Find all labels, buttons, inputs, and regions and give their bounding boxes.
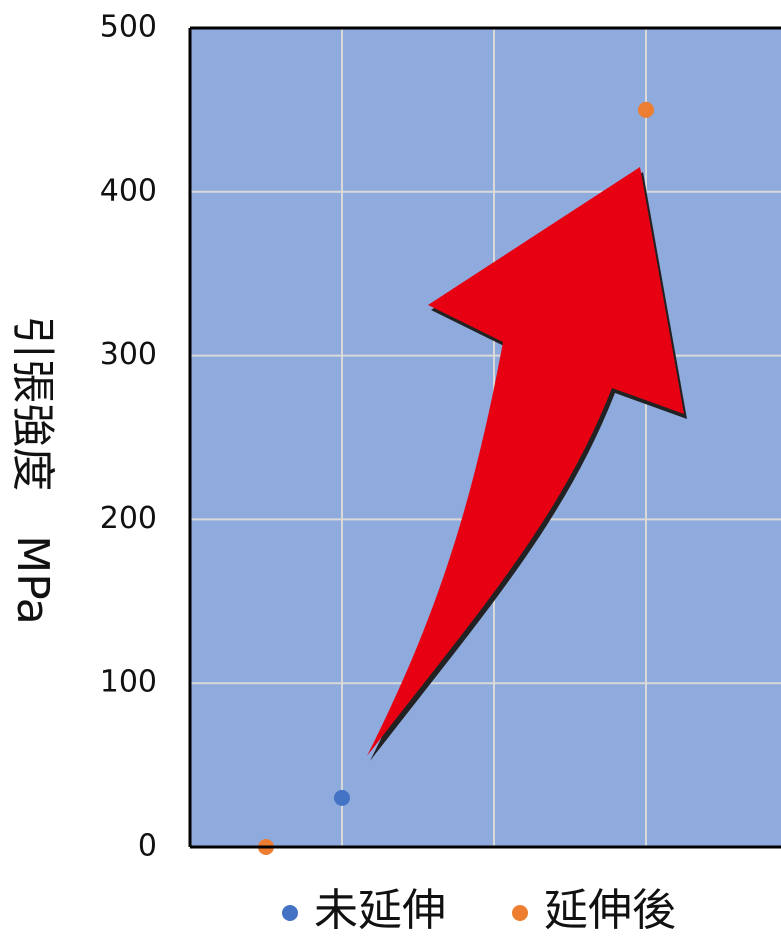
y-tick-label: 500 — [100, 10, 157, 45]
legend-label: 未延伸 — [314, 885, 446, 936]
y-tick-label: 100 — [100, 665, 157, 700]
increase-arrow-annotation — [367, 167, 687, 761]
arrow-body — [367, 167, 684, 756]
legend-marker — [512, 905, 528, 921]
data-point — [638, 101, 654, 118]
legend-label: 延伸後 — [544, 885, 676, 936]
y-tick-label: 200 — [100, 501, 157, 536]
data-point — [334, 789, 350, 806]
legend-marker — [282, 905, 298, 921]
y-tick-label: 300 — [100, 337, 157, 372]
y-axis-ticks: 0 100 200 300 400 500 — [100, 10, 157, 864]
y-tick-label: 400 — [100, 173, 157, 208]
y-axis-title: 引張強度 MPa — [7, 315, 58, 624]
y-tick-label: 0 — [138, 829, 157, 864]
legend: 未延伸 延伸後 — [282, 885, 676, 936]
